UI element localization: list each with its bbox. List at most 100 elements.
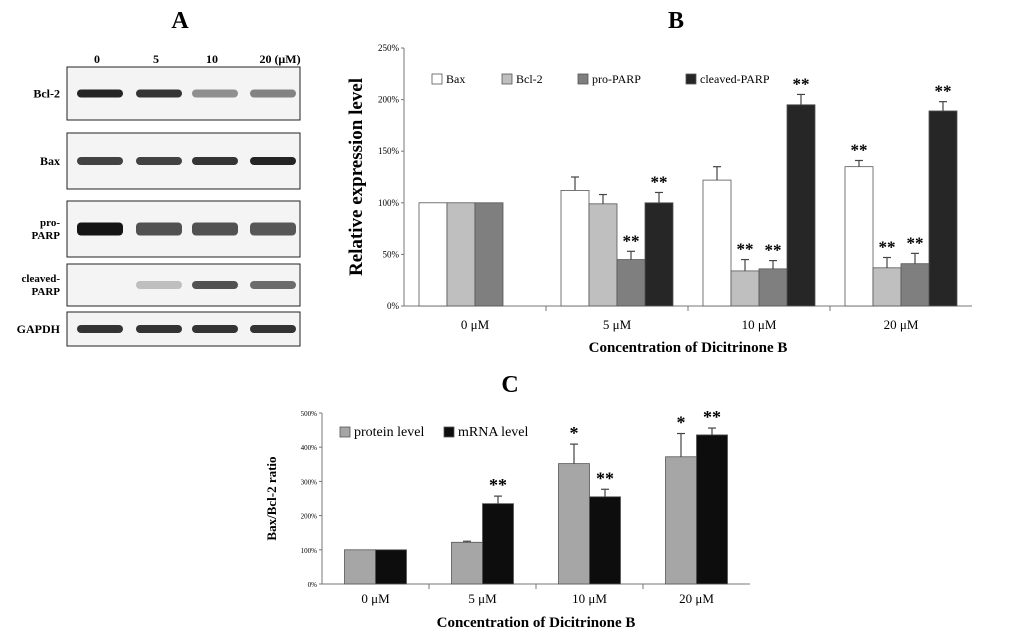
bar — [786, 104, 816, 307]
legend-label: cleaved-PARP — [700, 72, 770, 86]
y-tick-label: 0% — [387, 301, 400, 311]
bar — [446, 202, 476, 307]
bar — [696, 434, 728, 585]
y-tick-label: 400% — [301, 444, 318, 452]
blot-band — [250, 157, 296, 165]
blot-band — [77, 222, 123, 236]
bar — [702, 179, 732, 307]
blot-band — [250, 325, 296, 333]
x-axis-title: Concentration of Dicitrinone B — [437, 615, 636, 631]
lane-label: 20 (μM) — [259, 52, 300, 66]
blot-band — [250, 281, 296, 289]
blot-row-label: GAPDH — [17, 322, 61, 336]
blot-band — [192, 157, 238, 165]
bar — [665, 456, 697, 585]
y-tick-label: 0% — [308, 581, 318, 589]
chart-c: 0% 100% 200% 300% 400% 500% 0 μM 5 μM 10 μM 20 μM… — [264, 407, 750, 631]
bar — [344, 549, 376, 585]
blot-band — [136, 89, 182, 98]
blot-band — [77, 325, 123, 333]
y-tick-label: 200% — [301, 513, 318, 521]
legend-swatch — [443, 426, 455, 438]
y-axis-title: Bax/Bcl-2 ratio — [264, 456, 279, 540]
blot-band — [192, 281, 238, 289]
legend-swatch — [339, 426, 351, 438]
legend-label: Bax — [446, 72, 465, 86]
y-tick-label: 250% — [378, 43, 400, 53]
x-tick-label: 0 μM — [361, 591, 390, 606]
significance-mark: ** — [793, 74, 810, 93]
bar — [730, 270, 760, 307]
bar — [474, 202, 504, 307]
chart-b: 0% 50% 100% 150% 200% 250% 0 μM 5 μM 10 μM 20 μM *… — [346, 43, 972, 356]
x-tick-label: 10 μM — [572, 591, 607, 606]
lane-label: 5 — [153, 52, 159, 66]
legend-label: mRNA level — [458, 425, 528, 440]
blot-band — [77, 89, 123, 98]
panel-c-label: C — [501, 372, 518, 398]
bar — [872, 267, 902, 307]
blot-row-label: pro-PARP — [31, 217, 60, 242]
y-tick-label: 100% — [301, 547, 318, 555]
significance-mark: ** — [623, 231, 640, 250]
x-tick-label: 20 μM — [884, 317, 919, 332]
significance-mark: ** — [879, 237, 896, 256]
significance-mark: ** — [703, 407, 721, 427]
bar — [418, 202, 448, 307]
blot-row-label: Bax — [40, 154, 60, 168]
blot-band — [192, 222, 238, 236]
blot-band — [136, 222, 182, 236]
bar — [451, 541, 483, 585]
panel-a-label: A — [171, 8, 189, 34]
y-tick-label: 200% — [378, 95, 400, 105]
legend-label: pro-PARP — [592, 72, 641, 86]
x-tick-label: 0 μM — [461, 317, 490, 332]
blot-row-label: cleaved-PARP — [22, 273, 61, 298]
bar — [589, 496, 621, 585]
x-tick-label: 20 μM — [679, 591, 714, 606]
y-tick-label: 500% — [301, 410, 318, 418]
blot-band — [250, 222, 296, 236]
y-tick-label: 100% — [378, 198, 400, 208]
lane-label: 0 — [94, 52, 100, 66]
y-tick-label: 150% — [378, 146, 400, 156]
bar — [928, 110, 958, 307]
legend-swatch — [577, 73, 589, 85]
significance-mark: ** — [765, 241, 782, 260]
y-axis-title: Relative expression level — [346, 78, 367, 276]
blot-band — [136, 325, 182, 333]
bar — [375, 549, 407, 585]
bar — [844, 166, 874, 307]
significance-mark: ** — [851, 140, 868, 159]
bar — [900, 263, 930, 307]
significance-mark: ** — [596, 468, 614, 488]
legend-label: Bcl-2 — [516, 72, 543, 86]
significance-mark: ** — [651, 172, 668, 191]
legend-swatch — [501, 73, 513, 85]
blot-band — [77, 157, 123, 165]
legend-swatch — [685, 73, 697, 85]
blot-band — [136, 281, 182, 289]
blot-row-label: Bcl-2 — [33, 87, 60, 101]
significance-mark: ** — [489, 475, 507, 495]
bar — [644, 202, 674, 307]
bar — [588, 203, 618, 307]
significance-mark: ** — [737, 240, 754, 259]
legend-swatch — [431, 73, 443, 85]
x-tick-label: 5 μM — [603, 317, 632, 332]
bar — [560, 190, 590, 307]
x-tick-label: 5 μM — [468, 591, 497, 606]
lane-label: 10 — [206, 52, 218, 66]
significance-mark: * — [677, 413, 686, 433]
bar — [482, 503, 514, 585]
x-tick-label: 10 μM — [742, 317, 777, 332]
significance-mark: * — [570, 423, 579, 443]
x-axis-title: Concentration of Dicitrinone B — [589, 340, 788, 356]
y-tick-label: 50% — [383, 249, 400, 259]
western-blot-panel: 0 5 10 20 (μM) Bcl-2 Bax pro-PARP cleaved-PARP G… — [17, 52, 301, 347]
bar — [758, 268, 788, 307]
blot-band — [192, 325, 238, 333]
blot-band — [250, 89, 296, 98]
bar — [616, 259, 646, 307]
